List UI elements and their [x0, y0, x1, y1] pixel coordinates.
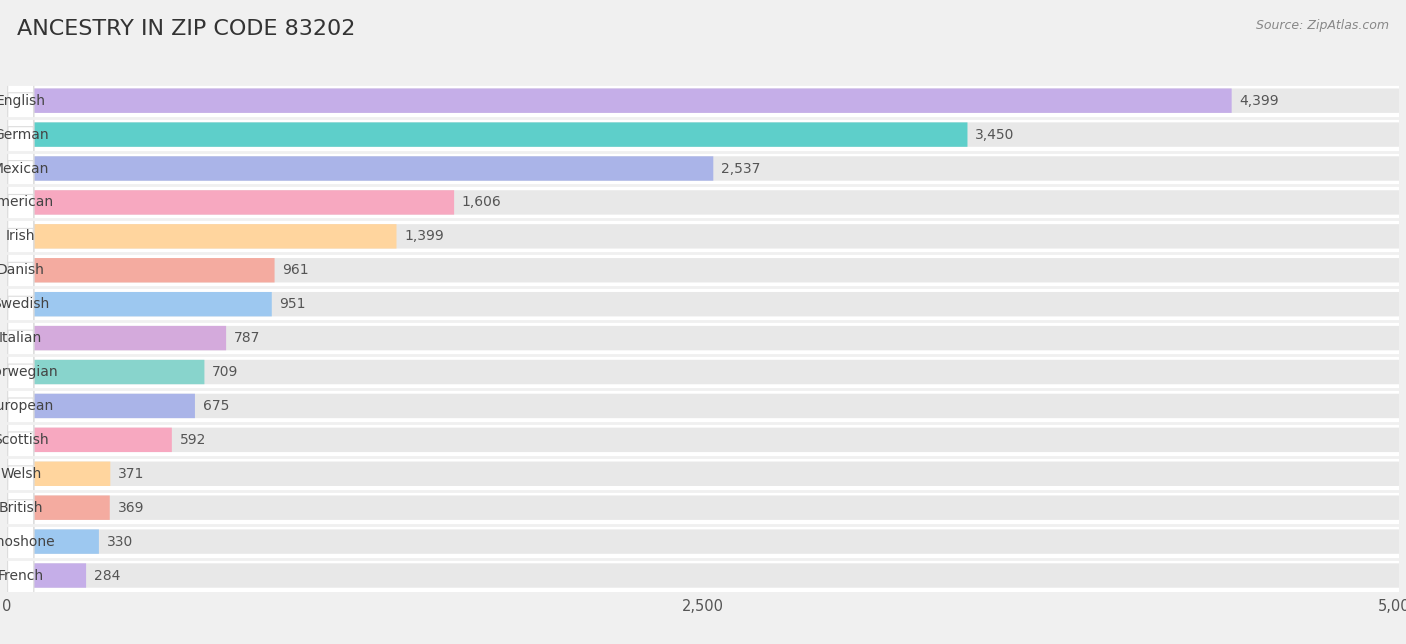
Text: 951: 951: [280, 297, 307, 311]
FancyBboxPatch shape: [7, 564, 1399, 588]
Text: 592: 592: [180, 433, 207, 447]
FancyBboxPatch shape: [7, 321, 1399, 355]
FancyBboxPatch shape: [7, 93, 34, 244]
Text: English: English: [0, 93, 45, 108]
Text: 4,399: 4,399: [1240, 93, 1279, 108]
FancyBboxPatch shape: [7, 389, 1399, 423]
FancyBboxPatch shape: [7, 190, 1399, 214]
FancyBboxPatch shape: [7, 88, 1399, 113]
Text: 284: 284: [94, 569, 121, 583]
Text: Welsh: Welsh: [0, 467, 41, 481]
FancyBboxPatch shape: [7, 398, 34, 549]
Text: American: American: [0, 195, 53, 209]
FancyBboxPatch shape: [7, 253, 1399, 287]
Text: 1,606: 1,606: [463, 195, 502, 209]
FancyBboxPatch shape: [7, 393, 195, 418]
Text: 961: 961: [283, 263, 309, 278]
Text: 3,450: 3,450: [976, 128, 1015, 142]
FancyBboxPatch shape: [7, 428, 172, 452]
FancyBboxPatch shape: [7, 457, 1399, 491]
FancyBboxPatch shape: [7, 287, 1399, 321]
FancyBboxPatch shape: [7, 462, 110, 486]
Text: 371: 371: [118, 467, 145, 481]
FancyBboxPatch shape: [7, 491, 1399, 525]
FancyBboxPatch shape: [7, 355, 1399, 389]
Text: Irish: Irish: [6, 229, 35, 243]
FancyBboxPatch shape: [7, 229, 34, 380]
FancyBboxPatch shape: [7, 151, 1399, 185]
FancyBboxPatch shape: [7, 185, 1399, 220]
Text: 675: 675: [202, 399, 229, 413]
FancyBboxPatch shape: [7, 432, 34, 583]
FancyBboxPatch shape: [7, 564, 86, 588]
Text: 709: 709: [212, 365, 239, 379]
FancyBboxPatch shape: [7, 296, 34, 448]
Text: 1,399: 1,399: [405, 229, 444, 243]
Text: 369: 369: [118, 500, 143, 515]
FancyBboxPatch shape: [7, 122, 967, 147]
Text: 787: 787: [233, 331, 260, 345]
FancyBboxPatch shape: [7, 326, 1399, 350]
FancyBboxPatch shape: [7, 529, 98, 554]
FancyBboxPatch shape: [7, 326, 226, 350]
Text: Norwegian: Norwegian: [0, 365, 58, 379]
FancyBboxPatch shape: [7, 122, 1399, 147]
FancyBboxPatch shape: [7, 224, 1399, 249]
FancyBboxPatch shape: [7, 423, 1399, 457]
FancyBboxPatch shape: [7, 500, 34, 644]
FancyBboxPatch shape: [7, 495, 1399, 520]
Text: German: German: [0, 128, 48, 142]
FancyBboxPatch shape: [7, 360, 204, 384]
Text: ANCESTRY IN ZIP CODE 83202: ANCESTRY IN ZIP CODE 83202: [17, 19, 356, 39]
FancyBboxPatch shape: [7, 466, 34, 618]
FancyBboxPatch shape: [7, 84, 1399, 118]
FancyBboxPatch shape: [7, 330, 34, 482]
FancyBboxPatch shape: [7, 220, 1399, 253]
FancyBboxPatch shape: [7, 462, 1399, 486]
FancyBboxPatch shape: [7, 190, 454, 214]
Text: Scottish: Scottish: [0, 433, 48, 447]
FancyBboxPatch shape: [7, 224, 396, 249]
FancyBboxPatch shape: [7, 529, 1399, 554]
Text: British: British: [0, 500, 44, 515]
FancyBboxPatch shape: [7, 88, 1232, 113]
Text: 330: 330: [107, 535, 134, 549]
Text: Swedish: Swedish: [0, 297, 49, 311]
FancyBboxPatch shape: [7, 558, 1399, 592]
Text: 2,537: 2,537: [721, 162, 761, 176]
FancyBboxPatch shape: [7, 59, 34, 211]
FancyBboxPatch shape: [7, 292, 271, 316]
FancyBboxPatch shape: [7, 194, 34, 346]
FancyBboxPatch shape: [7, 118, 1399, 151]
Text: Shoshone: Shoshone: [0, 535, 55, 549]
FancyBboxPatch shape: [7, 292, 1399, 316]
FancyBboxPatch shape: [7, 393, 1399, 418]
FancyBboxPatch shape: [7, 156, 1399, 181]
Text: Mexican: Mexican: [0, 162, 49, 176]
FancyBboxPatch shape: [7, 258, 274, 283]
FancyBboxPatch shape: [7, 360, 1399, 384]
FancyBboxPatch shape: [7, 262, 34, 414]
Text: French: French: [0, 569, 44, 583]
FancyBboxPatch shape: [7, 258, 1399, 283]
Text: Source: ZipAtlas.com: Source: ZipAtlas.com: [1256, 19, 1389, 32]
Text: European: European: [0, 399, 53, 413]
Text: Danish: Danish: [0, 263, 45, 278]
FancyBboxPatch shape: [7, 364, 34, 516]
Text: Italian: Italian: [0, 331, 42, 345]
FancyBboxPatch shape: [7, 156, 713, 181]
FancyBboxPatch shape: [7, 428, 1399, 452]
FancyBboxPatch shape: [7, 25, 34, 176]
FancyBboxPatch shape: [7, 160, 34, 312]
FancyBboxPatch shape: [7, 127, 34, 278]
FancyBboxPatch shape: [7, 525, 1399, 558]
FancyBboxPatch shape: [7, 495, 110, 520]
